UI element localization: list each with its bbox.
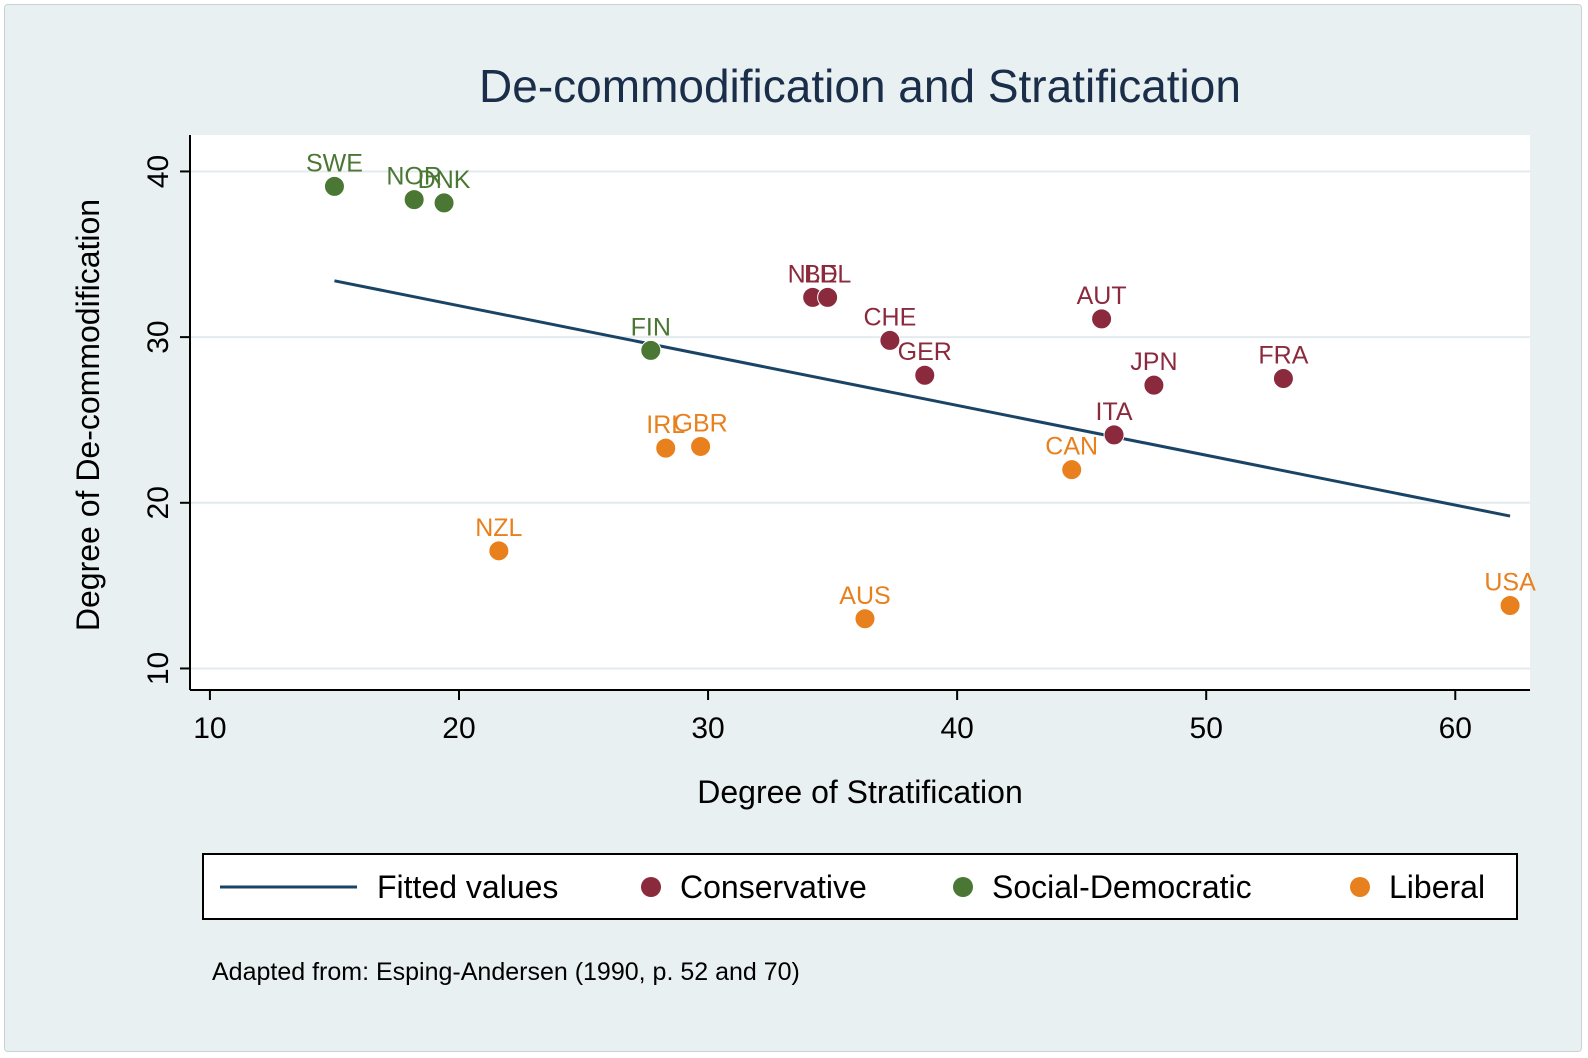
point-fra (1272, 368, 1294, 390)
legend-label-liberal: Liberal (1389, 869, 1485, 905)
point-label-dnk: DNK (418, 166, 471, 194)
point-label-nld: NLD (788, 260, 838, 288)
fitted-values-line (334, 279, 1511, 518)
x-tick-label: 10 (193, 712, 226, 745)
legend-fit-label: Fitted values (377, 869, 558, 905)
point-label-fra: FRA (1258, 342, 1308, 370)
x-tick-label: 50 (1190, 712, 1223, 745)
x-axis-ticks: 10 20 30 40 50 60 (193, 690, 1472, 745)
point-jpn (1143, 374, 1165, 396)
point-label-ita: ITA (1096, 398, 1133, 426)
y-tick-label: 40 (142, 155, 175, 188)
legend: Fitted values Conservative Social-Democrat… (202, 853, 1518, 920)
point-che (879, 329, 901, 351)
legend-label-social-democratic: Social-Democratic (992, 869, 1252, 905)
x-tick-label: 60 (1439, 712, 1472, 745)
source-note: Adapted from: Esping-Andersen (1990, p. … (212, 958, 800, 986)
x-tick-label: 30 (691, 712, 724, 745)
point-label-jpn: JPN (1130, 348, 1177, 376)
chart-frame: De-commodification and Stratification 10… (4, 4, 1582, 1052)
point-fin (640, 339, 662, 361)
point-label-aus: AUS (839, 582, 890, 610)
point-label-nor: NOR (386, 163, 442, 191)
point-label-swe: SWE (306, 149, 363, 177)
x-axis-label: Degree of Stratification (697, 774, 1023, 810)
legend-box (202, 853, 1518, 920)
point-label-che: CHE (863, 303, 916, 331)
point-label-fin: FIN (631, 313, 671, 341)
point-aus (854, 608, 876, 630)
point-nor (403, 189, 425, 211)
point-label-gbr: GBR (674, 409, 728, 437)
point-label-irl: IRL (646, 411, 685, 439)
y-tick-label: 30 (142, 320, 175, 353)
point-label-aut: AUT (1077, 282, 1127, 310)
legend-marker-social-democratic (953, 877, 973, 897)
point-can (1061, 459, 1083, 481)
legend-marker-conservative (641, 877, 661, 897)
scatter-chart: De-commodification and Stratification 10… (70, 60, 1536, 986)
point-label-can: CAN (1045, 433, 1098, 461)
legend-marker-liberal (1350, 877, 1370, 897)
chart-title: De-commodification and Stratification (479, 60, 1241, 112)
point-label-nzl: NZL (475, 514, 522, 542)
point-ita (1103, 424, 1125, 446)
point-nzl (488, 540, 510, 562)
point-label-ger: GER (898, 338, 952, 366)
grid-lines (190, 170, 1530, 670)
y-tick-label: 20 (142, 486, 175, 519)
legend-label-conservative: Conservative (680, 869, 867, 905)
point-aut (1091, 308, 1113, 330)
y-axis-ticks: 10 20 30 40 (142, 155, 190, 685)
point-bel (817, 286, 839, 308)
point-usa (1499, 595, 1521, 617)
y-tick-label: 10 (142, 652, 175, 685)
x-tick-label: 20 (442, 712, 475, 745)
point-swe (323, 175, 345, 197)
point-label-bel: BEL (804, 260, 851, 288)
point-label-usa: USA (1484, 569, 1536, 597)
plot-area (190, 135, 1530, 690)
point-gbr (690, 435, 712, 457)
x-tick-label: 40 (940, 712, 973, 745)
y-axis-label: Degree of De-commodification (70, 199, 106, 631)
point-ger (914, 364, 936, 386)
point-dnk (433, 192, 455, 214)
point-irl (655, 437, 677, 459)
